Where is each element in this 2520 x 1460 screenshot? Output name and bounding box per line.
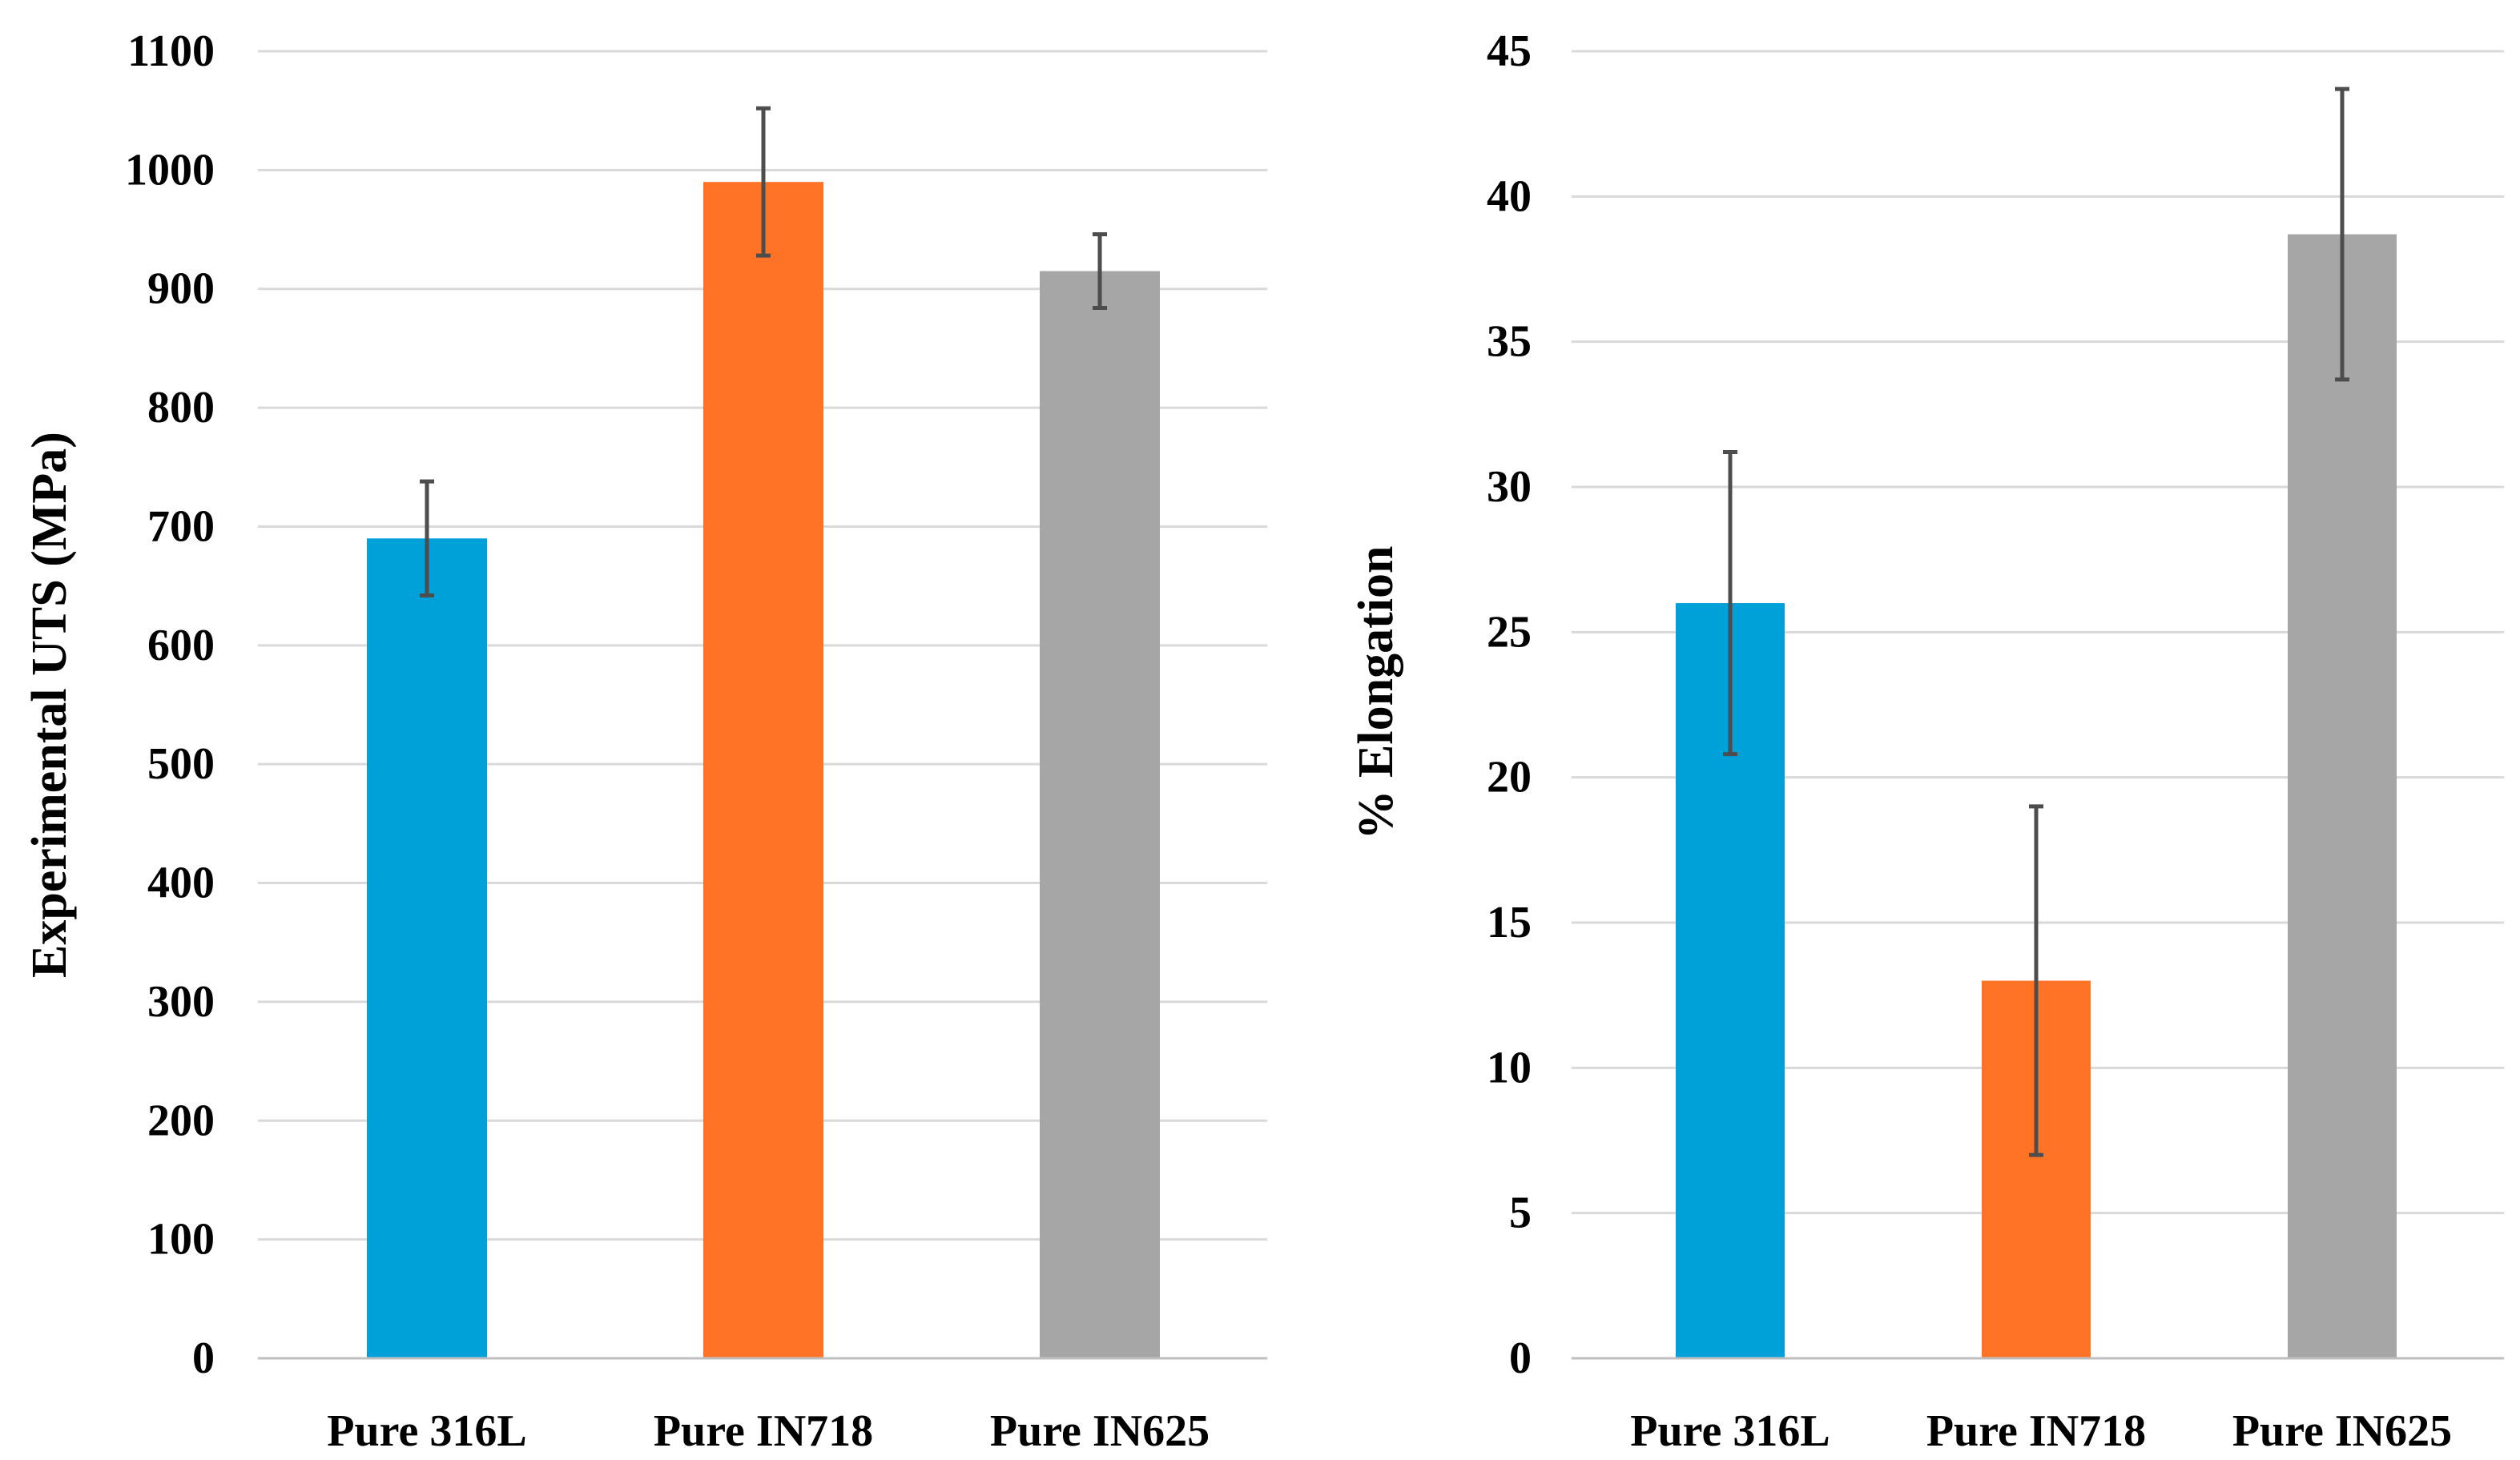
uts-bar-2: [703, 182, 823, 1359]
elongation-category-label: Pure IN625: [2232, 1406, 2452, 1456]
elongation-error-bar-2: [2029, 804, 2043, 1157]
uts-y-axis-title: Experimental UTS (MPa): [22, 432, 77, 978]
uts-y-tick-label: 1100: [127, 26, 215, 76]
uts-category-label: Pure IN625: [990, 1406, 1210, 1456]
uts-error-bar-2: [756, 106, 771, 258]
uts-y-tick-label: 200: [147, 1096, 215, 1145]
uts-error-bar-1: [420, 479, 434, 598]
uts-y-tick-label: 700: [147, 501, 215, 551]
uts-y-tick-label: 400: [147, 859, 215, 908]
elongation-y-tick-label: 20: [1487, 753, 1532, 802]
elongation-y-tick-label: 5: [1509, 1189, 1532, 1238]
uts-y-tick-label: 0: [192, 1333, 215, 1383]
elongation-y-tick-label: 25: [1487, 607, 1532, 657]
elongation-y-tick-label: 35: [1487, 317, 1532, 367]
elongation-error-bar-1: [1723, 449, 1737, 757]
elongation-bar-3: [2288, 234, 2397, 1359]
uts-y-tick-label: 300: [147, 977, 215, 1027]
uts-y-tick-label: 500: [147, 739, 215, 789]
elongation-y-tick-label: 45: [1487, 26, 1532, 76]
uts-category-label: Pure IN718: [654, 1406, 873, 1456]
uts-bar-1: [367, 538, 487, 1358]
elongation-category-label: Pure IN718: [1926, 1406, 2146, 1456]
uts-y-tick-label: 100: [147, 1215, 215, 1265]
elongation-y-tick-label: 30: [1487, 462, 1532, 512]
uts-bar-3: [1040, 271, 1160, 1359]
uts-chart: 0 100 200 300 400 500 600 700 800 900 1000 1100 Pure…: [22, 26, 1267, 1456]
uts-error-bar-3: [1093, 231, 1107, 310]
elongation-y-tick-label: 40: [1487, 171, 1532, 221]
elongation-y-tick-label: 0: [1509, 1333, 1532, 1383]
uts-y-tick-label: 900: [147, 264, 215, 314]
elongation-y-tick-label: 15: [1487, 898, 1532, 947]
elongation-category-label: Pure 316L: [1630, 1406, 1830, 1456]
elongation-y-axis-title: % Elongation: [1349, 546, 1403, 840]
elongation-error-bar-3: [2335, 86, 2349, 382]
uts-y-tick-label: 800: [147, 383, 215, 432]
uts-category-label: Pure 316L: [327, 1406, 526, 1456]
elongation-y-tick-label: 10: [1487, 1043, 1532, 1092]
elongation-chart: 0 5 10 15 20 25 30 35 40 45 Pure 316L Pure IN718 Pur…: [1349, 26, 2504, 1456]
uts-y-tick-label: 600: [147, 621, 215, 670]
uts-y-tick-label: 1000: [125, 145, 215, 195]
